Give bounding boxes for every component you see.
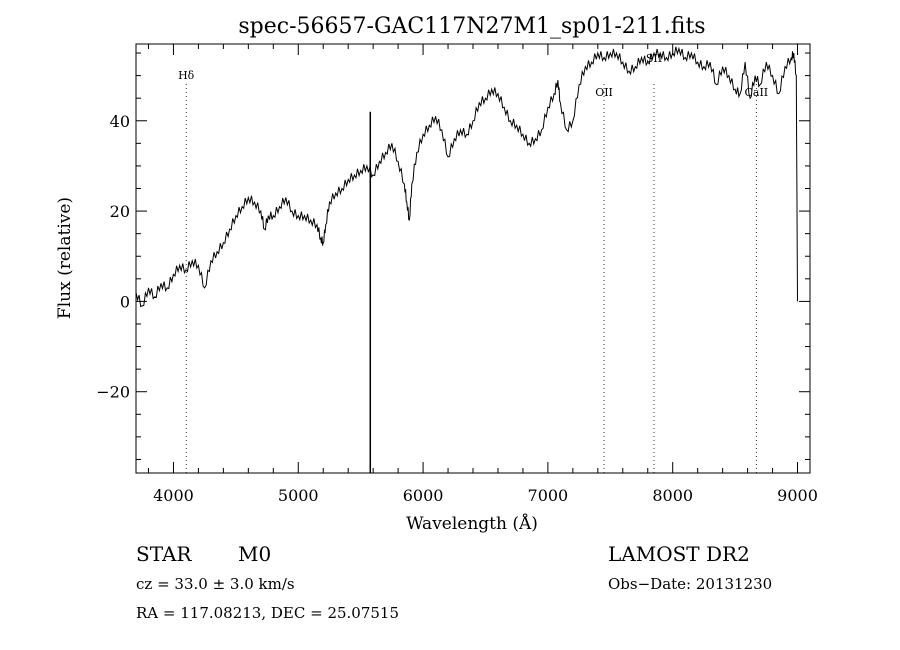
chart-title: spec-56657-GAC117N27M1_sp01-211.fits	[238, 14, 705, 39]
object-class: STAR	[136, 542, 192, 566]
y-tick-label: 0	[120, 292, 130, 311]
x-tick-label: 7000	[528, 486, 569, 505]
redshift-cz: cz = 33.0 ± 3.0 km/s	[136, 575, 295, 593]
survey-name: LAMOST DR2	[608, 542, 750, 566]
y-tick-label: 20	[110, 202, 130, 221]
ra-dec: RA = 117.08213, DEC = 25.07515	[136, 604, 400, 622]
spectrum-line	[135, 46, 798, 308]
reference-line-label: Hδ	[178, 69, 195, 82]
object-subclass: M0	[238, 542, 272, 566]
observation-date: Obs−Date: 20131230	[608, 575, 773, 593]
x-tick-label: 6000	[403, 486, 444, 505]
reference-line-label: CaII	[744, 86, 768, 99]
y-tick-label: 40	[110, 112, 130, 131]
x-tick-label: 9000	[777, 486, 818, 505]
y-tick-labels: −20 0 20 40	[96, 112, 130, 402]
plot-frame	[135, 43, 811, 474]
x-tick-label: 5000	[278, 486, 319, 505]
x-tick-label: 4000	[153, 486, 194, 505]
axis-ticks	[136, 44, 810, 473]
reference-line-label: OII	[595, 86, 613, 99]
x-axis-label: Wavelength (Å)	[406, 513, 538, 534]
y-tick-label: −20	[96, 383, 130, 402]
x-tick-labels: 4000 5000 6000 7000 8000 9000	[153, 486, 818, 505]
x-tick-label: 8000	[652, 486, 693, 505]
y-axis-label: Flux (relative)	[55, 197, 75, 319]
